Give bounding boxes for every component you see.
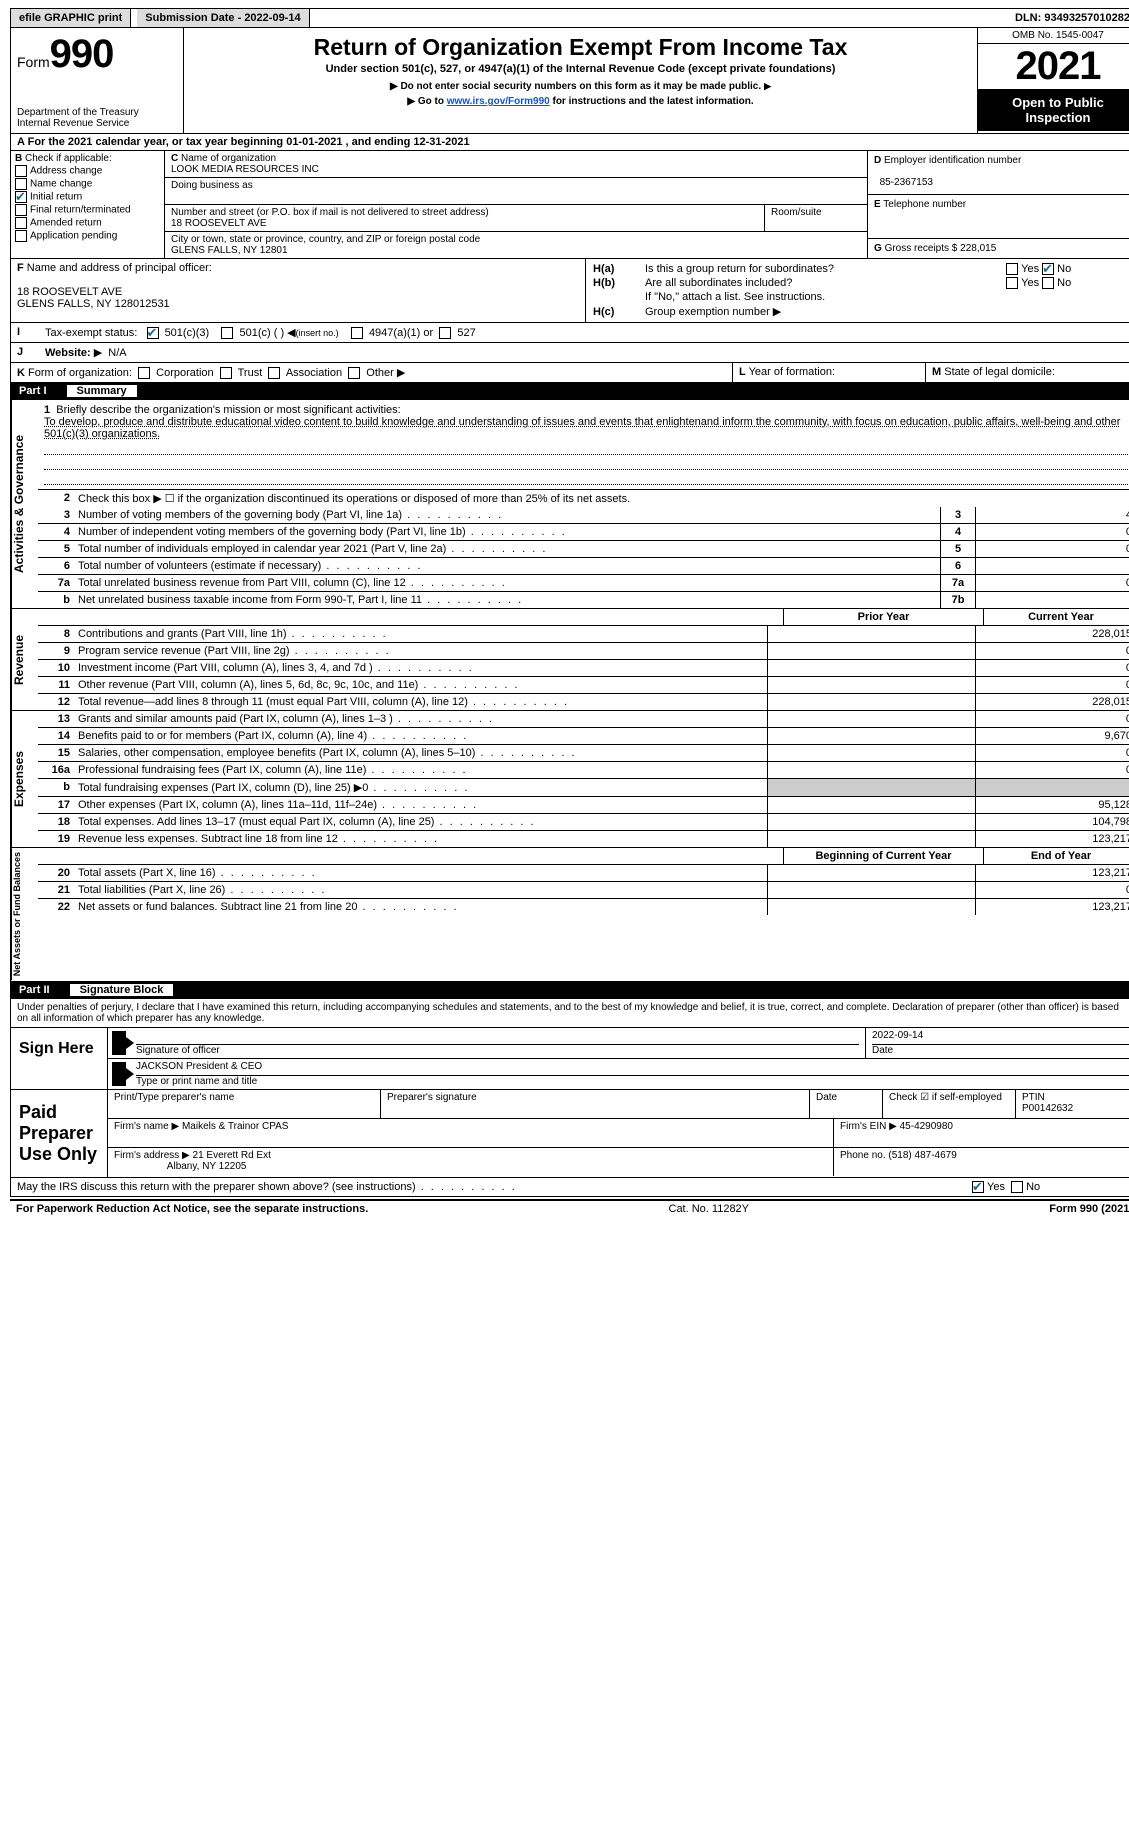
- summary-line: 8Contributions and grants (Part VIII, li…: [38, 626, 1129, 643]
- open-public-badge: Open to Public Inspection: [978, 89, 1129, 131]
- summary-line: 6Total number of volunteers (estimate if…: [38, 558, 1129, 575]
- form-subtitle: Under section 501(c), 527, or 4947(a)(1)…: [190, 63, 971, 75]
- summary-line: 19Revenue less expenses. Subtract line 1…: [38, 831, 1129, 847]
- section-b-g: B Check if applicable: Address change Na…: [10, 151, 1129, 259]
- arrow-icon: [112, 1062, 126, 1086]
- checkbox-pending[interactable]: [15, 230, 27, 242]
- omb-number: OMB No. 1545-0047: [978, 28, 1129, 44]
- summary-line: 3Number of voting members of the governi…: [38, 507, 1129, 524]
- sign-here-section: Sign Here Signature of officer 2022-09-1…: [10, 1028, 1129, 1090]
- hb-no[interactable]: [1042, 277, 1054, 289]
- form-prefix: Form: [17, 54, 50, 70]
- arrow-icon: [112, 1031, 126, 1055]
- summary-line: 15Salaries, other compensation, employee…: [38, 745, 1129, 762]
- summary-line: 22Net assets or fund balances. Subtract …: [38, 899, 1129, 915]
- chk-527[interactable]: [439, 327, 451, 339]
- checkbox-final[interactable]: [15, 204, 27, 216]
- summary-line: 16aProfessional fundraising fees (Part I…: [38, 762, 1129, 779]
- chk-other[interactable]: [348, 367, 360, 379]
- discuss-no[interactable]: [1011, 1181, 1023, 1193]
- website-row: J Website: ▶ N/A: [10, 343, 1129, 363]
- form-title: Return of Organization Exempt From Incom…: [190, 34, 971, 61]
- chk-501c3[interactable]: [147, 327, 159, 339]
- part1-header: Part I Summary: [10, 383, 1129, 400]
- summary-line: bTotal fundraising expenses (Part IX, co…: [38, 779, 1129, 797]
- form-number: 990: [50, 32, 114, 76]
- chk-501c[interactable]: [221, 327, 233, 339]
- form-header: Form990 Department of the Treasury Inter…: [10, 28, 1129, 134]
- checkbox-initial[interactable]: [15, 191, 27, 203]
- goto-note: ▶ Go to www.irs.gov/Form990 for instruct…: [190, 96, 971, 107]
- summary-line: 13Grants and similar amounts paid (Part …: [38, 711, 1129, 728]
- summary-line: 5Total number of individuals employed in…: [38, 541, 1129, 558]
- summary-line: 20Total assets (Part X, line 16)123,217: [38, 865, 1129, 882]
- tax-year: 2021: [978, 44, 1129, 89]
- row-a-tax-year: A For the 2021 calendar year, or tax yea…: [10, 134, 1129, 151]
- declaration-text: Under penalties of perjury, I declare th…: [10, 999, 1129, 1028]
- chk-corp[interactable]: [138, 367, 150, 379]
- summary-line: 10Investment income (Part VIII, column (…: [38, 660, 1129, 677]
- chk-4947[interactable]: [351, 327, 363, 339]
- ha-yes[interactable]: [1006, 263, 1018, 275]
- section-f-h: F Name and address of principal officer:…: [10, 259, 1129, 323]
- mission-text: To develop, produce and distribute educa…: [44, 416, 1120, 440]
- checkbox-amended[interactable]: [15, 217, 27, 229]
- page-footer: For Paperwork Reduction Act Notice, see …: [10, 1199, 1129, 1217]
- irs-discuss-row: May the IRS discuss this return with the…: [10, 1178, 1129, 1197]
- irs-link[interactable]: www.irs.gov/Form990: [447, 96, 550, 107]
- ein: 85-2367153: [880, 177, 933, 188]
- summary-line: 21Total liabilities (Part X, line 26)0: [38, 882, 1129, 899]
- summary-line: 4Number of independent voting members of…: [38, 524, 1129, 541]
- gross-receipts: 228,015: [960, 243, 996, 254]
- org-name: LOOK MEDIA RESOURCES INC: [171, 164, 319, 175]
- part1-ag: Activities & Governance 1 Briefly descri…: [10, 400, 1129, 609]
- summary-line: 12Total revenue—add lines 8 through 11 (…: [38, 694, 1129, 710]
- summary-line: 9Program service revenue (Part VIII, lin…: [38, 643, 1129, 660]
- dln: DLN: 93493257010282: [1007, 9, 1129, 27]
- summary-line: 14Benefits paid to or for members (Part …: [38, 728, 1129, 745]
- chk-trust[interactable]: [220, 367, 232, 379]
- efile-button[interactable]: efile GRAPHIC print: [11, 9, 131, 27]
- part1-netassets: Net Assets or Fund Balances Beginning of…: [10, 848, 1129, 981]
- hb-yes[interactable]: [1006, 277, 1018, 289]
- submission-date: Submission Date - 2022-09-14: [137, 9, 309, 27]
- summary-line: 17Other expenses (Part IX, column (A), l…: [38, 797, 1129, 814]
- summary-line: bNet unrelated business taxable income f…: [38, 592, 1129, 608]
- dept-treasury: Department of the Treasury: [17, 107, 177, 118]
- form-org-row: K Form of organization: Corporation Trus…: [10, 363, 1129, 383]
- checkbox-addr-change[interactable]: [15, 165, 27, 177]
- tax-exempt-status-row: I Tax-exempt status: 501(c)(3) 501(c) ( …: [10, 323, 1129, 343]
- part1-expenses: Expenses 13Grants and similar amounts pa…: [10, 711, 1129, 848]
- summary-line: 18Total expenses. Add lines 13–17 (must …: [38, 814, 1129, 831]
- irs-label: Internal Revenue Service: [17, 118, 177, 129]
- street-address: 18 ROOSEVELT AVE: [171, 218, 267, 229]
- part1-revenue: Revenue Prior Year Current Year 8Contrib…: [10, 609, 1129, 711]
- paid-preparer-section: Paid Preparer Use Only Print/Type prepar…: [10, 1090, 1129, 1178]
- top-bar: efile GRAPHIC print Submission Date - 20…: [10, 8, 1129, 28]
- ha-no[interactable]: [1042, 263, 1054, 275]
- ssn-note: ▶ Do not enter social security numbers o…: [190, 81, 971, 92]
- discuss-yes[interactable]: [972, 1181, 984, 1193]
- city-state-zip: GLENS FALLS, NY 12801: [171, 245, 288, 256]
- summary-line: 7aTotal unrelated business revenue from …: [38, 575, 1129, 592]
- part2-header: Part II Signature Block: [10, 982, 1129, 999]
- summary-line: 11Other revenue (Part VIII, column (A), …: [38, 677, 1129, 694]
- chk-assoc[interactable]: [268, 367, 280, 379]
